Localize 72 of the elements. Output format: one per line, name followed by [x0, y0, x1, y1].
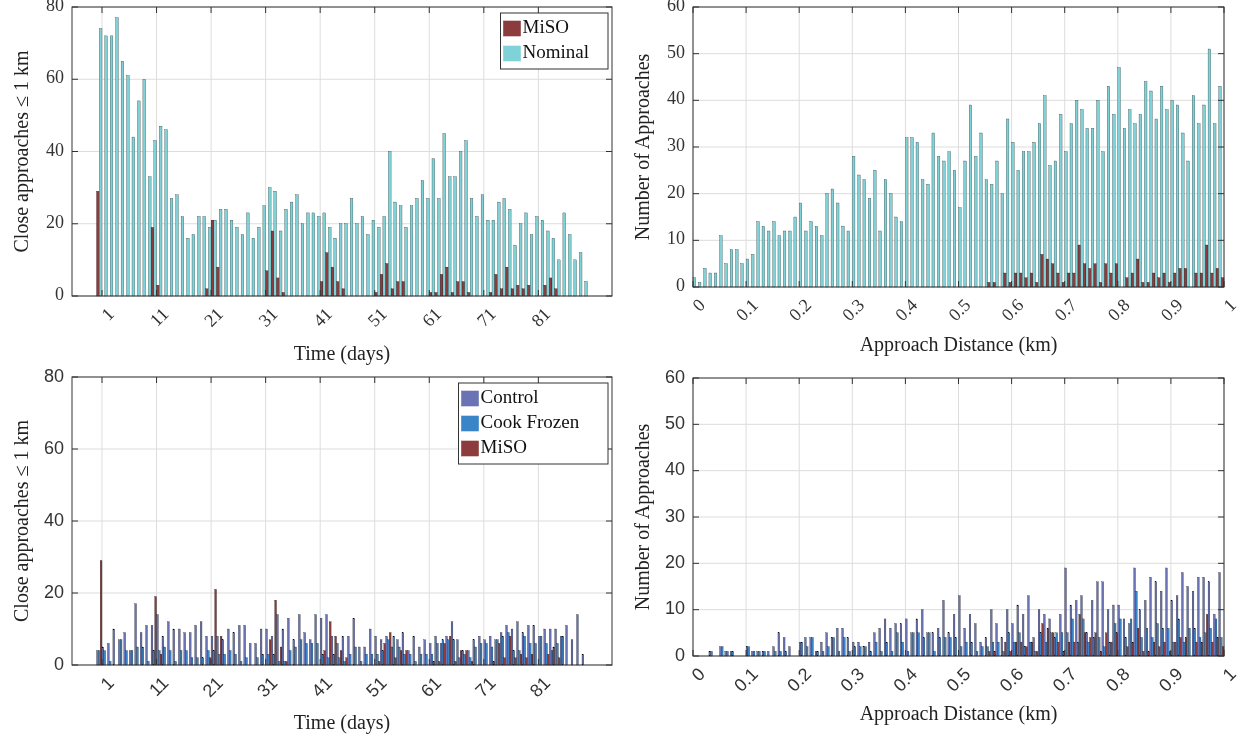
- legend-label: Nominal: [522, 41, 589, 63]
- y-axis-title: Number of Approaches: [631, 53, 654, 241]
- x-tick-label: 21: [200, 303, 227, 331]
- y-tick-label: 30: [664, 505, 685, 526]
- legend-label: MiSO: [522, 16, 569, 38]
- x-tick-label: 0.2: [783, 663, 816, 696]
- x-tick-label: 11: [145, 672, 173, 701]
- x-tick-label: 0.1: [731, 294, 762, 325]
- x-tick-label: 0.3: [838, 294, 869, 325]
- x-tick-label: 31: [254, 303, 282, 331]
- x-tick-label: 61: [416, 672, 446, 702]
- y-tick-label: 60: [46, 67, 64, 88]
- y-tick-label: 0: [674, 644, 685, 665]
- x-tick-label: 0: [688, 294, 709, 316]
- x-tick-label: 11: [146, 303, 173, 331]
- x-tick-label: 0.6: [995, 663, 1028, 696]
- y-tick-label: 20: [667, 181, 685, 202]
- x-tick-label: 21: [198, 672, 227, 702]
- x-axis-title: Time (days): [293, 342, 391, 365]
- x-tick-label: 41: [309, 303, 337, 331]
- y-tick-label: 40: [43, 509, 64, 530]
- x-tick-label: 71: [471, 672, 500, 702]
- y-tick-label: 20: [43, 581, 64, 602]
- x-tick-label: 0.3: [836, 663, 869, 696]
- x-axis-title: Approach Distance (km): [859, 333, 1058, 356]
- x-tick-label: 71: [472, 303, 500, 331]
- y-axis-title: Number of Approaches: [631, 423, 654, 611]
- y-tick-label: 0: [676, 275, 685, 296]
- y-tick-label: 50: [667, 41, 685, 62]
- x-tick-label: 1: [97, 303, 118, 325]
- x-tick-label: 0.7: [1050, 294, 1081, 325]
- legend-label: Control: [480, 386, 539, 408]
- x-tick-label: 0.4: [891, 294, 922, 325]
- x-tick-label: 0.8: [1101, 663, 1134, 696]
- y-tick-label: 20: [46, 211, 64, 232]
- x-tick-label: 1: [1218, 663, 1240, 685]
- x-tick-label: 41: [307, 672, 337, 702]
- x-tick-label: 1: [96, 672, 118, 694]
- legend-label: Cook Frozen: [480, 411, 580, 433]
- y-tick-label: 40: [667, 88, 685, 109]
- y-tick-label: 10: [667, 228, 685, 249]
- y-tick-label: 60: [43, 437, 64, 458]
- y-tick-label: 50: [664, 413, 685, 434]
- x-tick-label: 31: [253, 672, 282, 702]
- x-tick-label: 0.9: [1156, 294, 1187, 325]
- y-tick-label: 40: [664, 459, 685, 480]
- y-tick-label: 10: [664, 598, 685, 619]
- x-tick-label: 0.2: [785, 294, 816, 325]
- y-tick-label: 60: [664, 366, 685, 387]
- x-tick-label: 0.7: [1048, 663, 1081, 696]
- x-tick-label: 0.8: [1103, 294, 1134, 325]
- y-tick-label: 20: [664, 552, 685, 573]
- x-tick-label: 0.1: [730, 663, 762, 696]
- y-axis-title: Close approaches ≤ 1 km: [10, 50, 33, 253]
- x-tick-label: 51: [363, 303, 391, 331]
- y-tick-label: 40: [46, 139, 64, 160]
- x-tick-label: 0.5: [944, 294, 975, 325]
- x-tick-label: 61: [418, 303, 446, 331]
- x-axis-title: Approach Distance (km): [859, 702, 1058, 725]
- x-tick-label: 0.4: [889, 663, 922, 696]
- x-tick-label: 0.6: [997, 294, 1028, 325]
- y-tick-label: 30: [667, 135, 685, 156]
- y-axis-title: Close approaches ≤ 1 km: [10, 419, 33, 623]
- x-tick-label: 0.9: [1154, 663, 1187, 696]
- x-tick-label: 81: [527, 303, 555, 331]
- x-axis-title: Time (days): [293, 711, 391, 734]
- y-tick-label: 80: [43, 365, 64, 386]
- x-tick-label: 1: [1219, 294, 1240, 316]
- x-tick-label: 51: [362, 672, 391, 702]
- legend-label: MiSO: [480, 436, 527, 458]
- x-tick-label: 0.5: [942, 663, 975, 696]
- x-tick-label: 81: [525, 672, 555, 702]
